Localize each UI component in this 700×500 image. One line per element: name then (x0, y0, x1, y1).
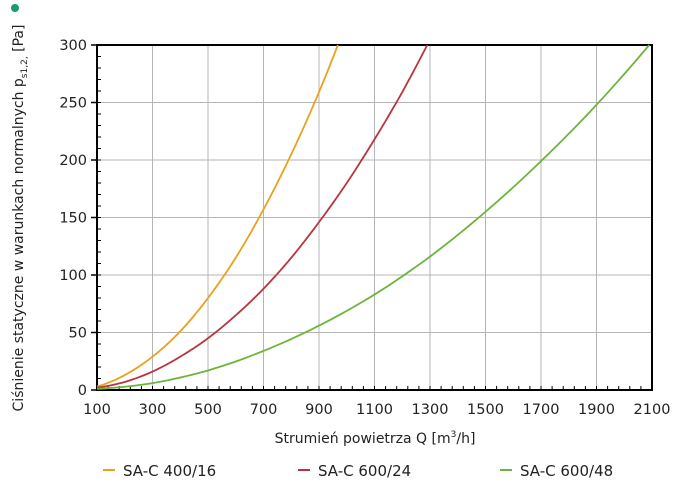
series-line-sa-c-400-16 (96, 44, 339, 388)
x-tick-label: 2100 (634, 402, 671, 418)
x-axis-label: Strumień powietrza Q [m3/h] (275, 430, 476, 447)
legend-label: SA-C 600/48 (520, 462, 613, 480)
x-tick-label: 1500 (467, 402, 504, 418)
x-tick-label: 1900 (578, 402, 615, 418)
x-tick-label: 900 (305, 402, 333, 418)
series-line-sa-c-600-24 (96, 44, 429, 389)
y-tick-label: 150 (59, 211, 87, 227)
x-tick-label: 1100 (356, 402, 393, 418)
series-group (96, 44, 650, 390)
y-tick-label: 200 (59, 153, 87, 169)
series-line-sa-c-600-48 (96, 44, 650, 390)
header-dot (11, 4, 19, 12)
legend-label: SA-C 400/16 (123, 462, 216, 480)
legend: SA-C 400/16 SA-C 600/24 SA-C 600/48 (103, 462, 613, 480)
plot-frame (96, 44, 653, 391)
y-tick-label: 250 (59, 96, 87, 112)
x-tick-label: 1300 (412, 402, 449, 418)
x-tick-label: 700 (250, 402, 278, 418)
x-tick-label: 100 (83, 402, 111, 418)
y-tick-label: 0 (78, 383, 87, 399)
y-tick-label: 100 (59, 268, 87, 284)
x-tick-label: 1700 (523, 402, 560, 418)
y-axis-label: Ciśnienie statyczne w warunkach normalny… (11, 25, 30, 412)
axes: 100 300 500 700 900 1100 1300 1500 1700 1900 2100 0… (59, 38, 670, 418)
x-tick-label: 300 (139, 402, 167, 418)
y-tick-label: 50 (69, 326, 87, 342)
x-tick-label: 500 (194, 402, 222, 418)
legend-label: SA-C 600/24 (318, 462, 411, 480)
y-tick-label: 300 (59, 38, 87, 54)
grid (97, 45, 652, 390)
